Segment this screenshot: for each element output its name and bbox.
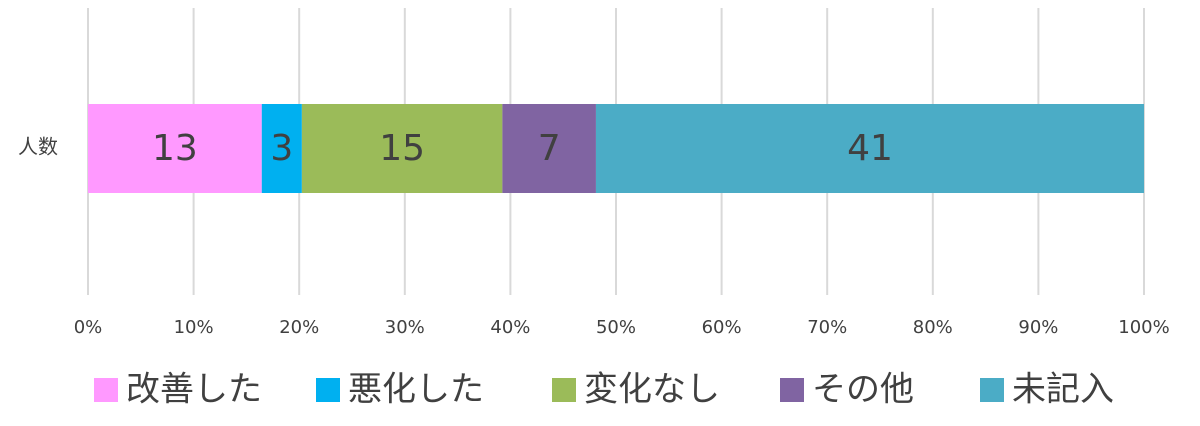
legend-label: 改善した xyxy=(126,370,262,410)
x-tick-label: 50% xyxy=(596,317,636,338)
y-tick-label: 人数 xyxy=(18,135,58,159)
bar-segment xyxy=(301,104,503,193)
x-tick-label: 30% xyxy=(385,317,425,338)
data-label: 3 xyxy=(270,128,293,169)
legend-label: 変化なし xyxy=(584,370,720,410)
legend-swatch xyxy=(552,378,576,402)
data-label: 13 xyxy=(152,128,198,169)
legend-label: 未記入 xyxy=(1012,370,1114,410)
legend-label: 悪化した xyxy=(348,370,484,410)
x-tick-label: 100% xyxy=(1118,317,1169,338)
bar-segment xyxy=(502,104,596,193)
legend-swatch xyxy=(980,378,1004,402)
data-label: 7 xyxy=(538,128,561,169)
legend-label: その他 xyxy=(812,370,914,410)
data-label: 41 xyxy=(847,128,893,169)
x-tick-label: 60% xyxy=(702,317,742,338)
x-tick-label: 0% xyxy=(74,317,103,338)
x-tick-label: 90% xyxy=(1018,317,1058,338)
legend-swatch xyxy=(780,378,804,402)
x-tick-label: 20% xyxy=(279,317,319,338)
bar-segment xyxy=(88,104,262,193)
x-tick-label: 10% xyxy=(174,317,214,338)
legend-swatch xyxy=(94,378,118,402)
x-tick-label: 70% xyxy=(807,317,847,338)
data-label: 15 xyxy=(379,128,425,169)
legend-swatch xyxy=(316,378,340,402)
bar-segment xyxy=(595,104,1144,193)
bar-segment xyxy=(261,104,302,193)
x-tick-label: 40% xyxy=(490,317,530,338)
x-tick-label: 80% xyxy=(913,317,953,338)
